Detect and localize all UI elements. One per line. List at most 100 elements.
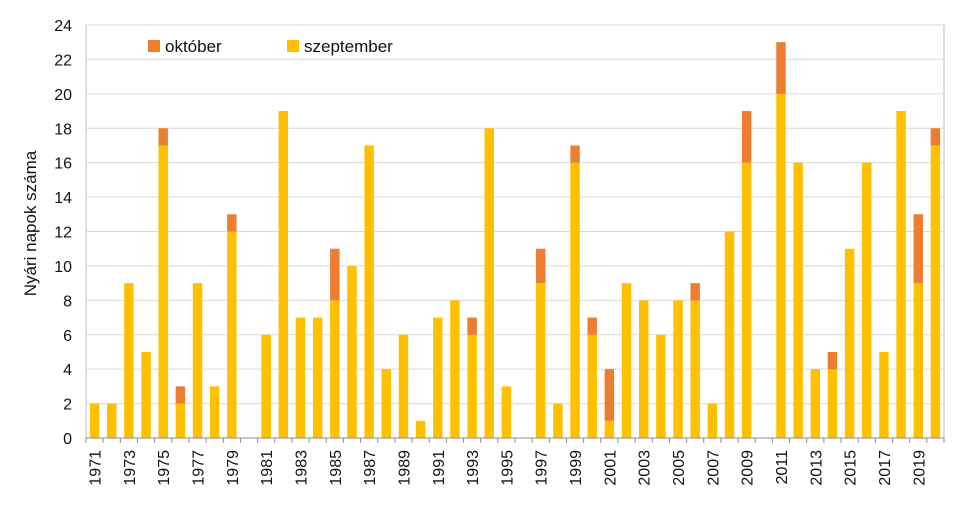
y-tick-label: 14 [54, 190, 72, 207]
bar-szeptember-1988 [381, 369, 392, 438]
bar-szeptember-1990 [415, 420, 426, 438]
bar-oktober-1999 [570, 145, 580, 163]
bar-szeptember-2011 [776, 93, 786, 438]
bar-szeptember-1992 [450, 300, 460, 438]
bar-szeptember-1987 [364, 145, 374, 439]
y-tick-label: 16 [54, 156, 72, 173]
y-tick-label: 10 [54, 259, 72, 276]
bar-szeptember-2008 [724, 231, 735, 438]
x-tick-label: 1981 [259, 450, 276, 486]
bar-szeptember-1976 [175, 403, 186, 438]
bar-szeptember-1999 [570, 162, 580, 438]
bar-szeptember-1994 [484, 128, 494, 438]
bar-szeptember-2013 [810, 369, 821, 438]
x-tick-label: 1987 [362, 450, 379, 486]
bar-szeptember-1998 [553, 403, 563, 438]
bar-szeptember-1997 [536, 283, 546, 438]
x-tick-label: 1997 [534, 450, 551, 486]
x-tick-label: 2005 [671, 450, 688, 486]
x-tick-label: 1993 [465, 450, 482, 486]
x-tick-label: 1999 [568, 450, 585, 486]
bars [89, 42, 941, 439]
bar-oktober-1979 [227, 214, 237, 232]
bar-oktober-2001 [604, 369, 615, 421]
bar-szeptember-1991 [433, 317, 443, 438]
bar-szeptember-2004 [656, 334, 666, 438]
y-tick-label: 18 [54, 121, 72, 138]
x-tick-label: 2017 [877, 450, 894, 486]
y-tick-label: 0 [63, 431, 72, 448]
bar-oktober-2006 [690, 283, 700, 301]
bar-oktober-1997 [536, 248, 546, 284]
x-tick-label: 1975 [156, 450, 173, 486]
x-tick-label: 1983 [294, 450, 311, 486]
bar-szeptember-2014 [827, 369, 838, 438]
x-tick-label: 2001 [602, 450, 619, 486]
bar-oktober-2000 [587, 317, 597, 335]
bar-szeptember-2020 [930, 145, 941, 439]
bar-oktober-2009 [741, 111, 752, 163]
legend-swatch-oktober [148, 40, 160, 52]
y-tick-label: 2 [63, 397, 72, 414]
x-tick-label: 1989 [396, 450, 413, 486]
x-tick-label: 1973 [122, 450, 139, 486]
y-tick-label: 8 [63, 293, 72, 310]
bar-szeptember-1975 [158, 145, 168, 439]
x-tick-label: 2013 [808, 450, 825, 486]
bar-oktober-2019 [913, 214, 923, 284]
bar-szeptember-1993 [467, 334, 477, 438]
bar-szeptember-2006 [690, 300, 700, 438]
bar-szeptember-2012 [793, 162, 803, 438]
legend-label-oktober: október [165, 37, 222, 56]
x-tick-label: 2003 [637, 450, 654, 486]
y-axis-title: Nyári napok száma [21, 150, 40, 296]
bar-szeptember-1971 [89, 403, 100, 438]
x-tick-label: 1991 [431, 450, 448, 486]
y-tick-label: 12 [54, 225, 72, 242]
bar-szeptember-1978 [209, 386, 220, 438]
bar-szeptember-1986 [347, 265, 357, 438]
x-tick-label: 1971 [88, 450, 105, 486]
x-tick-label: 2011 [774, 450, 791, 485]
x-tick-label: 1995 [499, 450, 516, 486]
bar-oktober-1985 [330, 248, 340, 301]
bar-oktober-2020 [930, 128, 941, 146]
legend: október szeptember [148, 37, 393, 56]
y-tick-label: 20 [54, 87, 72, 104]
bar-oktober-1976 [175, 386, 186, 404]
bar-szeptember-1985 [330, 300, 340, 438]
bar-szeptember-2009 [741, 162, 752, 438]
bar-szeptember-1973 [124, 283, 134, 438]
x-tick-label: 2019 [911, 450, 928, 486]
y-tick-label: 4 [63, 362, 72, 379]
y-tick-label: 6 [63, 328, 72, 345]
x-tick-label: 2015 [843, 450, 860, 486]
bar-szeptember-1984 [312, 317, 323, 438]
x-tick-label: 2007 [705, 450, 722, 486]
x-tick-label: 1985 [328, 450, 345, 486]
bar-szeptember-2001 [604, 420, 615, 438]
bar-szeptember-1977 [192, 283, 203, 438]
legend-label-szeptember: szeptember [304, 37, 393, 56]
bar-szeptember-2018 [896, 111, 906, 439]
bar-szeptember-1972 [107, 403, 117, 438]
y-tick-label: 24 [54, 18, 72, 35]
bar-oktober-2011 [776, 42, 786, 94]
bar-szeptember-2019 [913, 283, 923, 438]
bar-szeptember-2007 [707, 403, 718, 438]
bar-szeptember-2017 [879, 351, 889, 438]
bar-szeptember-2003 [638, 300, 649, 438]
bar-szeptember-1979 [227, 231, 237, 438]
bar-oktober-1975 [158, 128, 168, 146]
x-tick-label: 1979 [225, 450, 242, 486]
bar-szeptember-2002 [621, 283, 632, 438]
bar-szeptember-1995 [501, 386, 512, 438]
bar-szeptember-2000 [587, 334, 597, 438]
bar-oktober-1993 [467, 317, 477, 335]
bar-szeptember-1981 [261, 334, 271, 438]
x-tick-label: 2009 [740, 450, 757, 486]
bar-szeptember-1974 [141, 351, 151, 438]
bar-szeptember-1983 [295, 317, 306, 438]
